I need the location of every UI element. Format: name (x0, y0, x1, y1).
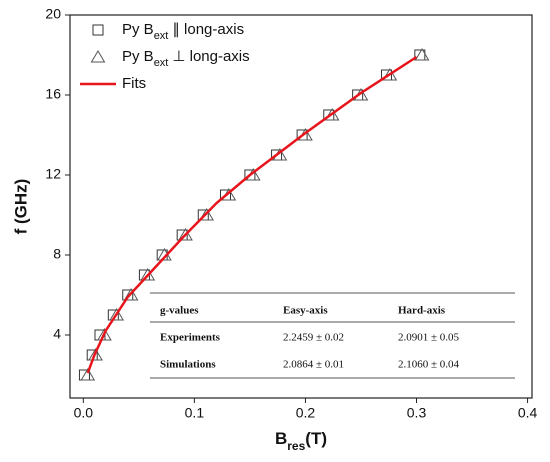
legend-marker (92, 24, 104, 36)
legend-label-part: Py B (122, 48, 154, 65)
table-cell: 2.1060 ± 0.04 (398, 359, 460, 371)
point (221, 188, 237, 201)
point (97, 328, 112, 341)
point (324, 108, 340, 121)
y-tick-label: 8 (53, 246, 61, 262)
point (123, 288, 139, 301)
point (178, 228, 193, 241)
table-cell: 2.0864 ± 0.01 (283, 359, 344, 371)
point (140, 268, 156, 281)
legend-label-part: ext (154, 30, 169, 42)
point (382, 68, 398, 81)
legend-label: Py Bext ⊥ long-axis (122, 48, 250, 69)
plot-frame (69, 14, 533, 399)
y-tick-label: 16 (45, 86, 61, 102)
x-axis-label-part: (T) (305, 429, 327, 448)
point (414, 48, 430, 61)
point (80, 368, 96, 381)
legend-label-part: Fits (122, 75, 146, 92)
table-header: Easy-axis (283, 305, 328, 317)
point (109, 308, 125, 321)
table-cell: 2.0901 ± 0.05 (398, 332, 460, 344)
table-cell: Experiments (160, 332, 221, 344)
table-cell: Simulations (160, 359, 216, 371)
legend-label-part: Py B (122, 21, 154, 38)
x-tick-label: 0.0 (74, 405, 94, 421)
legend-label: Fits (122, 75, 146, 92)
point (88, 348, 103, 361)
legend-label-part: ⊥ long-axis (172, 48, 249, 65)
legend-label-part: ∥ long-axis (172, 21, 244, 38)
legend-label-part: ext (154, 57, 169, 69)
y-tick-label: 12 (45, 166, 61, 182)
x-axis-label-part: res (287, 439, 305, 453)
fit-line (86, 55, 418, 374)
y-axis-label: f (GHz) (11, 179, 30, 235)
table-header: g-values (160, 305, 199, 317)
x-tick-label: 0.2 (296, 405, 316, 421)
point (199, 208, 214, 221)
table-header: Hard-axis (398, 305, 446, 317)
x-tick-label: 0.1 (185, 405, 205, 421)
legend-label: Py Bext ∥ long-axis (122, 21, 244, 42)
y-tick-label: 20 (45, 6, 61, 22)
y-tick-label: 4 (53, 326, 61, 342)
x-tick-label: 0.4 (518, 405, 538, 421)
legend-marker (90, 50, 106, 63)
x-tick-label: 0.3 (407, 405, 427, 421)
table-cell: 2.2459 ± 0.02 (283, 332, 344, 344)
x-axis-label-part: B (275, 429, 287, 448)
x-axis-label: Bres(T) (275, 429, 327, 453)
